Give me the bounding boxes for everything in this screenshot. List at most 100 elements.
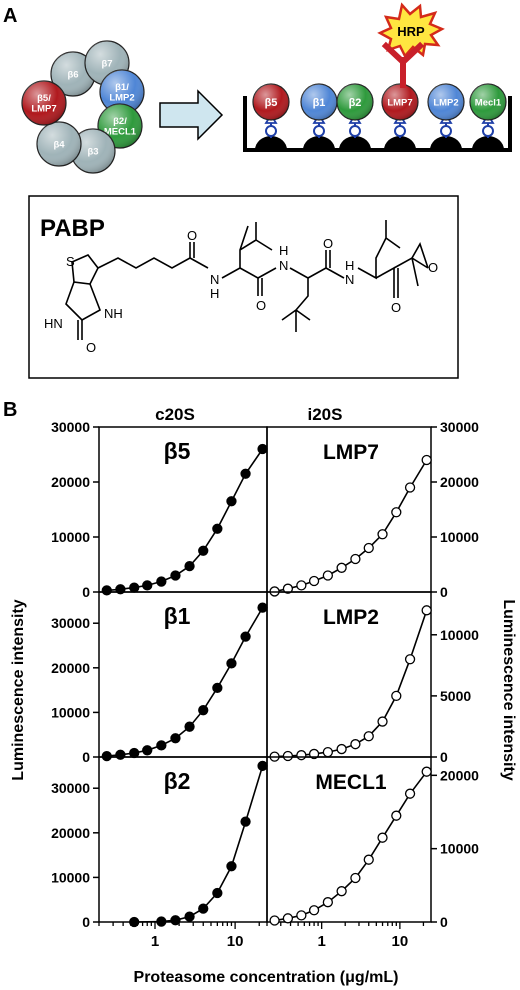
data-point — [308, 575, 320, 587]
data-point — [421, 766, 432, 777]
data-point — [363, 854, 374, 865]
atom-hn: HN — [44, 316, 63, 331]
data-point — [322, 570, 334, 581]
data-point — [156, 740, 167, 751]
y-axis-label-left: Luminescence intensity — [10, 599, 27, 780]
y-tick-label: 10000 — [51, 704, 90, 720]
data-point — [184, 561, 195, 572]
col-label-c20s: c20S — [155, 405, 195, 424]
panel-a-label: A — [3, 5, 17, 27]
series-line — [274, 610, 428, 758]
y-tick-label: 5000 — [440, 688, 471, 704]
data-point — [282, 750, 294, 762]
ring-subunit-label: β2/MECL1 — [104, 116, 137, 137]
data-point — [421, 454, 432, 466]
y-tick-label: 0 — [82, 584, 90, 600]
plate-subunit-label: β1 — [313, 97, 326, 109]
data-point — [269, 915, 280, 926]
data-point — [336, 562, 347, 573]
data-point — [226, 861, 237, 872]
data-point — [282, 913, 294, 924]
data-point — [404, 788, 416, 799]
ring-subunit-label: β7 — [101, 58, 112, 69]
y-tick-label: 10000 — [440, 627, 479, 643]
data-point — [296, 580, 307, 591]
y-tick-label: 10000 — [440, 841, 479, 857]
atom-o4: O — [391, 300, 401, 315]
well-icon — [472, 136, 504, 150]
series-line — [134, 765, 264, 923]
plate-subunit: β5 — [252, 83, 290, 150]
data-point — [156, 916, 167, 927]
y-tick-label: 30000 — [51, 615, 90, 631]
data-point — [296, 910, 307, 921]
ring-subunit-label: β5/LMP7 — [31, 93, 56, 114]
y-tick-label: 30000 — [51, 419, 90, 435]
ring-subunit-label: β3 — [87, 146, 98, 157]
data-point — [142, 580, 153, 591]
data-point — [322, 746, 334, 758]
pabp-structure — [65, 220, 429, 340]
data-point — [226, 658, 237, 669]
x-axis-label: Proteasome concentration (μg/mL) — [134, 969, 399, 986]
compound-name: PABP — [40, 215, 105, 242]
data-point — [308, 905, 320, 916]
col-label-i20s: i20S — [308, 405, 343, 424]
chart-title: LMP2 — [323, 606, 379, 629]
ring-subunit: β4 — [36, 121, 82, 167]
data-point — [101, 750, 112, 762]
data-point — [391, 507, 402, 518]
data-point — [129, 747, 140, 759]
data-point — [322, 897, 334, 908]
chart-panel: 0 10000 20000 30000 1 10 β2 — [51, 756, 268, 950]
data-point — [156, 576, 167, 587]
data-point — [212, 887, 223, 899]
data-point — [336, 886, 347, 897]
y-tick-label: 10000 — [440, 529, 479, 545]
y-axis-label-right: Luminescence intensity — [500, 599, 517, 780]
atom-n3: N — [345, 272, 354, 287]
data-point — [226, 496, 237, 507]
chart-title: β5 — [164, 438, 191, 464]
hrp-antibody: HRP — [377, 2, 445, 88]
assay-plate: β5 β1 β2 LMP7 LMP2 Mecl1 — [243, 83, 512, 152]
plate-subunit-label: LMP7 — [387, 97, 412, 108]
data-point — [336, 743, 347, 755]
data-point — [404, 482, 416, 493]
data-point — [212, 682, 223, 694]
data-point — [184, 911, 195, 922]
atom-nh-ring: NH — [104, 306, 123, 321]
atom-h1: H — [210, 286, 219, 301]
y-tick-label: 0 — [440, 914, 448, 930]
plate-subunit: β1 — [300, 83, 338, 150]
data-point — [240, 631, 251, 642]
ring-subunit-label: β4 — [53, 139, 65, 150]
ring-subunit-label: β1/LMP2 — [109, 82, 134, 103]
hrp-label: HRP — [397, 24, 425, 39]
chart-panel: 0 5000 10000 LMP2 — [266, 591, 479, 765]
plot-frame — [266, 756, 432, 923]
data-point — [198, 903, 209, 914]
ring-subunit: β3 — [70, 128, 116, 174]
y-tick-label: 10000 — [51, 869, 90, 885]
data-point — [363, 542, 374, 554]
chart-title: MECL1 — [315, 771, 386, 794]
well-icon — [384, 136, 416, 150]
panel-b-label: B — [3, 399, 17, 421]
atom-o3: O — [323, 236, 333, 251]
data-point — [377, 832, 388, 843]
y-tick-label: 10000 — [51, 529, 90, 545]
atom-h2: H — [279, 243, 288, 258]
ring-subunit-label: β6 — [67, 69, 78, 80]
hrp-burst-icon — [377, 2, 445, 59]
data-point — [170, 570, 181, 581]
data-point — [198, 545, 209, 556]
well-icon — [303, 136, 335, 150]
chart-panel: 0 10000 20000 30000 β5 — [51, 419, 268, 600]
series-line — [274, 771, 428, 922]
data-point — [212, 523, 223, 534]
data-point — [421, 605, 432, 616]
y-tick-label: 0 — [440, 584, 448, 600]
series-line — [106, 448, 264, 592]
data-point — [240, 816, 251, 827]
